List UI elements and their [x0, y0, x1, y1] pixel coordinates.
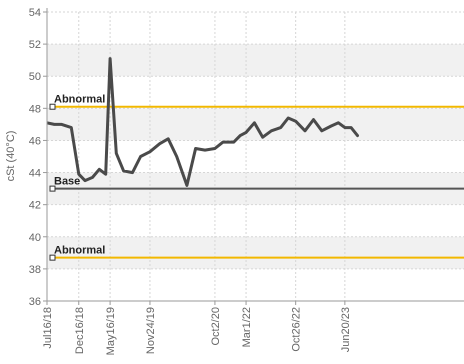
reference-lines: Abnormal Base Abnormal [49, 94, 464, 261]
x-tick-label: Nov24/19 [145, 307, 157, 354]
y-axis-title: cSt (40°C) [5, 131, 17, 182]
y-tick-label: 36 [29, 296, 41, 308]
x-tick-label: Dec16/18 [74, 307, 86, 354]
y-tick-label: 40 [29, 232, 41, 244]
axes [43, 8, 464, 305]
x-tick-label: Jul16/18 [42, 307, 54, 349]
x-tick-label: Jun20/23 [340, 307, 352, 352]
reference-line-label: Abnormal [54, 94, 105, 106]
x-tick-labels: Jul16/18 Dec16/18 May16/19 Nov24/19 Oct2/20 M… [42, 307, 352, 355]
reference-line-label: Base [54, 176, 80, 188]
reference-line-marker [49, 254, 56, 261]
y-tick-label: 46 [29, 135, 41, 147]
y-tick-label: 38 [29, 264, 41, 276]
y-tick-label: 50 [29, 71, 41, 83]
x-tick-label: Mar1/22 [241, 307, 253, 347]
y-tick-labels: 36 38 40 42 44 46 48 50 52 54 [29, 7, 41, 308]
x-tick-label: Oct26/22 [291, 307, 303, 352]
reference-line-label: Abnormal [54, 245, 105, 257]
reference-line-marker [49, 185, 56, 192]
y-tick-label: 54 [29, 7, 41, 19]
y-tick-label: 52 [29, 39, 41, 51]
y-tick-label: 42 [29, 200, 41, 212]
reference-line-marker [49, 103, 56, 110]
y-tick-label: 44 [29, 168, 41, 180]
plot-band [47, 236, 464, 269]
x-tick-label: Oct2/20 [210, 307, 222, 346]
series-line [47, 57, 359, 187]
data-series [47, 57, 359, 187]
x-tick-label: May16/19 [105, 307, 117, 355]
plot-band [47, 44, 464, 77]
y-tick-label: 48 [29, 103, 41, 115]
